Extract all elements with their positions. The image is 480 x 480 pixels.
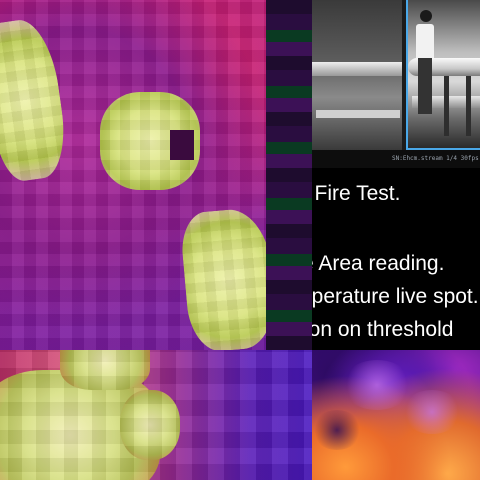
camera-video-frame [406,0,480,150]
person-legs [418,58,432,114]
thermal-image-zoomed-bottom [0,350,312,480]
camera-status-bar: SN:Ehcm.stream 1/4 30fps 1080 1080 [312,150,480,168]
thermal-image-zoomed-top [0,0,312,350]
stand-post [444,76,449,136]
plume-wisp [342,360,412,410]
slide-line-4: ion on threshold [312,318,454,341]
slide-line-2: e Area reading. [312,252,445,275]
plume-wisp [402,390,462,434]
pipe-shape [312,62,402,76]
hot-region-top [60,350,150,390]
beam-shape [316,110,400,118]
camera-left-view [312,0,402,150]
slide-text-panel: l Fire Test. e Area reading. nperature l… [312,168,480,350]
hot-spot-lower [179,206,279,350]
slide-line-3: nperature live spot. [312,285,479,308]
person-head [420,10,432,22]
person-torso [416,24,434,58]
hot-spot-left [0,15,71,185]
thermal-plume-image [312,350,480,480]
slide-line-1: l Fire Test. [312,182,401,205]
thermal-edge-strip [266,0,312,350]
plume-shadow [312,410,362,450]
person-figure [416,10,436,120]
stand-post [466,76,471,136]
cold-pixel-patch [170,130,194,160]
camera-feed-screenshot: SN:Ehcm.stream 1/4 30fps 1080 1080 [312,0,480,168]
hot-region-right [120,390,180,460]
